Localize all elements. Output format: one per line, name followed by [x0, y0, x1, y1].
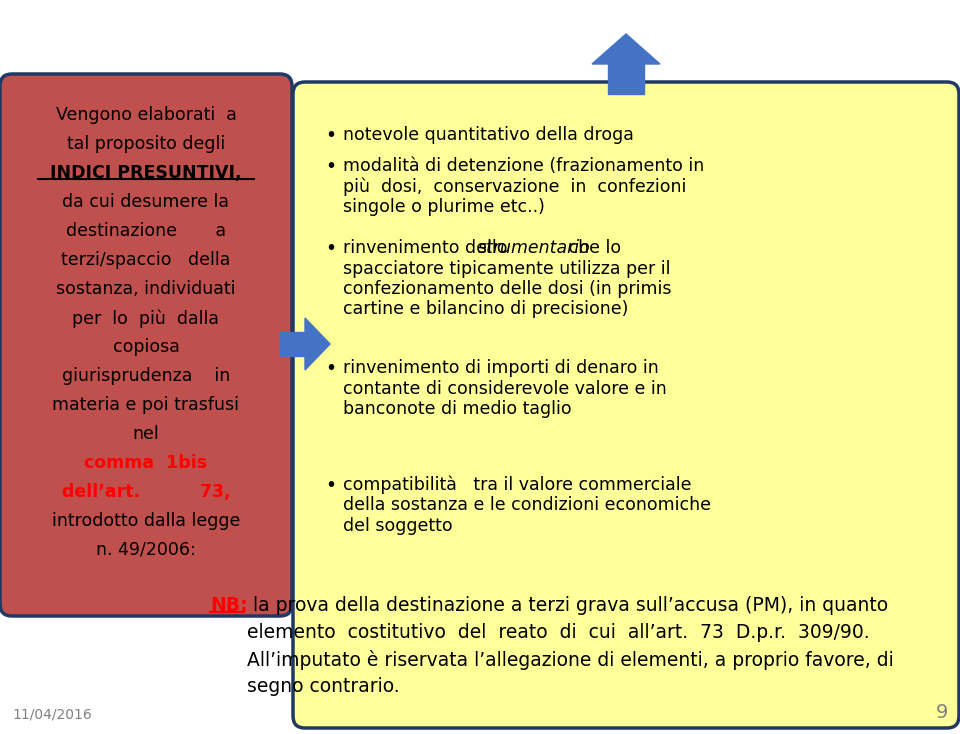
Text: cartine e bilancino di precisione): cartine e bilancino di precisione) [343, 300, 629, 319]
Text: Vengono elaborati  a: Vengono elaborati a [56, 106, 236, 124]
Polygon shape [592, 34, 660, 64]
Text: nel: nel [132, 425, 159, 443]
Text: compatibilità   tra il valore commerciale: compatibilità tra il valore commerciale [343, 476, 691, 495]
Text: •: • [325, 157, 336, 176]
Text: strumentario: strumentario [478, 239, 590, 257]
Text: NB:: NB: [210, 596, 248, 615]
Text: più  dosi,  conservazione  in  confezioni: più dosi, conservazione in confezioni [343, 178, 686, 196]
Polygon shape [280, 332, 305, 356]
Text: introdotto dalla legge: introdotto dalla legge [52, 512, 240, 530]
Text: spacciatore tipicamente utilizza per il: spacciatore tipicamente utilizza per il [343, 260, 670, 277]
Polygon shape [305, 318, 330, 370]
Text: giurisprudenza    in: giurisprudenza in [61, 367, 230, 385]
Text: INDICI PRESUNTIVI,: INDICI PRESUNTIVI, [50, 164, 242, 182]
Text: •: • [325, 476, 336, 495]
Text: destinazione       a: destinazione a [66, 222, 226, 240]
FancyBboxPatch shape [293, 82, 959, 728]
Text: banconote di medio taglio: banconote di medio taglio [343, 400, 571, 418]
Text: •: • [325, 239, 336, 258]
Text: dell’art.          73,: dell’art. 73, [61, 483, 230, 501]
Text: contante di considerevole valore e in: contante di considerevole valore e in [343, 379, 667, 398]
Text: •: • [325, 359, 336, 378]
Text: rinvenimento di importi di denaro in: rinvenimento di importi di denaro in [343, 359, 659, 377]
Text: notevole quantitativo della droga: notevole quantitativo della droga [343, 126, 634, 144]
Text: che lo: che lo [564, 239, 621, 257]
Text: sostanza, individuati: sostanza, individuati [57, 280, 236, 298]
Text: terzi/spaccio   della: terzi/spaccio della [61, 251, 230, 269]
Text: •: • [325, 126, 336, 145]
Text: del soggetto: del soggetto [343, 517, 452, 535]
Text: 11/04/2016: 11/04/2016 [12, 708, 92, 722]
FancyBboxPatch shape [0, 74, 292, 616]
Text: copiosa: copiosa [112, 338, 180, 356]
Text: comma  1bis: comma 1bis [84, 454, 207, 472]
Polygon shape [608, 64, 644, 94]
Text: la prova della destinazione a terzi grava sull’accusa (PM), in quanto
elemento  : la prova della destinazione a terzi grav… [247, 596, 894, 696]
Text: confezionamento delle dosi (in primis: confezionamento delle dosi (in primis [343, 280, 671, 298]
Text: modalità di detenzione (frazionamento in: modalità di detenzione (frazionamento in [343, 157, 705, 175]
Text: della sostanza e le condizioni economiche: della sostanza e le condizioni economich… [343, 496, 711, 515]
Text: da cui desumere la: da cui desumere la [62, 193, 229, 211]
Text: 9: 9 [936, 703, 948, 722]
Text: n. 49/2006:: n. 49/2006: [96, 541, 196, 559]
Text: singole o plurime etc..): singole o plurime etc..) [343, 198, 545, 216]
Text: rinvenimento dello: rinvenimento dello [343, 239, 513, 257]
Text: per  lo  più  dalla: per lo più dalla [73, 309, 220, 327]
Text: materia e poi trasfusi: materia e poi trasfusi [53, 396, 239, 414]
Text: tal proposito degli: tal proposito degli [67, 135, 226, 153]
